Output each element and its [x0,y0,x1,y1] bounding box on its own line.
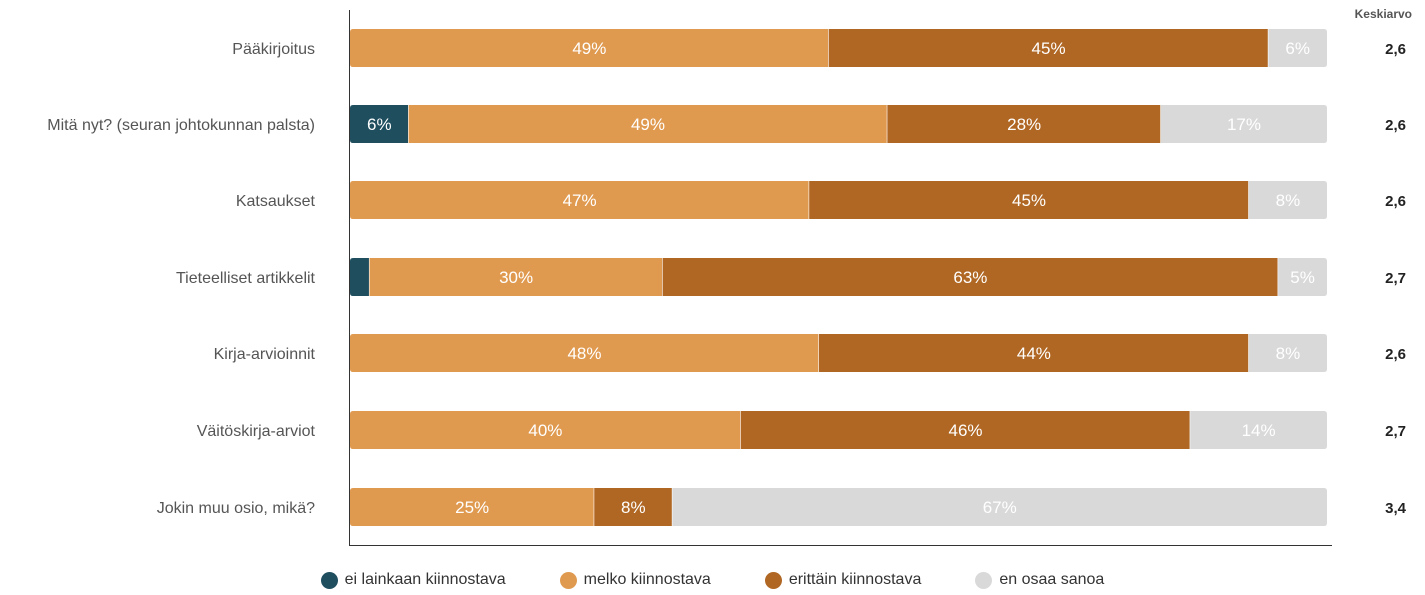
data-label: 14% [1242,421,1276,440]
mean-header: Keskiarvo [1355,7,1412,21]
bar-segment [1248,334,1327,372]
data-label: 45% [1032,39,1066,58]
bar-segment [350,29,829,67]
category-label: Jokin muu osio, mikä? [157,500,315,517]
bar-segment [1268,29,1327,67]
legend-marker [975,571,993,589]
bar-segment [818,334,1249,372]
bar-segment [672,488,1327,526]
data-label: 8% [621,498,646,517]
category-label: Väitöskirja-arviot [197,423,316,440]
legend-label: en osaa sanoa [999,571,1105,588]
mean-value: 2,6 [1385,41,1406,58]
data-label: 8% [1276,191,1301,210]
mean-value: 2,6 [1385,117,1406,134]
mean-value: 2,6 [1385,346,1406,363]
data-label: 8% [1276,344,1301,363]
data-label: 5% [1290,268,1315,287]
bar-segment [350,258,370,296]
legend-item: ei lainkaan kiinnostava [320,571,506,589]
mean-value: 2,7 [1385,270,1406,287]
category-label: Katsaukset [236,193,316,210]
legend-item: melko kiinnostava [559,571,711,589]
data-label: 6% [367,115,392,134]
legend-item: erittäin kiinnostava [764,571,922,589]
bar-segment [1160,105,1327,143]
bar-segment [1278,258,1327,296]
data-label: 17% [1227,115,1261,134]
data-label: 28% [1007,115,1041,134]
data-label: 45% [1012,191,1046,210]
data-label: 46% [948,421,982,440]
data-label: 30% [499,268,533,287]
category-label: Tieteelliset artikkelit [176,270,316,287]
data-label: 63% [953,268,987,287]
legend-marker [320,571,338,589]
bar-segment [1248,181,1327,219]
data-label: 25% [455,498,489,517]
legend-label: ei lainkaan kiinnostava [344,571,506,588]
category-label: Mitä nyt? (seuran johtokunnan palsta) [47,117,315,134]
legend-label: erittäin kiinnostava [788,571,922,588]
data-label: 48% [567,344,601,363]
mean-value: 3,4 [1385,500,1407,517]
data-label: 47% [563,191,597,210]
legend-label: melko kiinnostava [583,571,711,588]
data-label: 49% [572,39,606,58]
legend-item: en osaa sanoa [975,571,1104,589]
bar-segment [350,334,819,372]
bar-segment [887,105,1161,143]
legend: ei lainkaan kiinnostava melko kiinnostava… [0,568,1425,592]
bar-segment [662,258,1279,296]
bar-segment [1190,411,1327,449]
category-label: Kirja-arvioinnit [214,346,316,363]
legend-marker [764,571,782,589]
data-label: 67% [983,498,1017,517]
data-label: 40% [528,421,562,440]
bar-segment [809,181,1249,219]
mean-value: 2,7 [1385,423,1406,440]
bars-group: 49% 45% 6% 6% 49% 28% 17% 47% 45% 8% 30% 63% 5% 48% 44… [350,29,1327,526]
bar-segment [350,181,810,219]
bar-segment [350,488,595,526]
data-label: 6% [1285,39,1310,58]
data-label: 44% [1017,344,1051,363]
legend-marker [559,571,577,589]
bar-segment [350,105,409,143]
bar-segment [828,29,1269,67]
bar-segment [594,488,673,526]
bar-segment [369,258,663,296]
bar-segment [408,105,888,143]
bar-segment [740,411,1191,449]
bar-segment [350,411,741,449]
mean-value: 2,6 [1385,193,1406,210]
data-label: 49% [631,115,665,134]
category-label: Pääkirjoitus [232,41,315,58]
